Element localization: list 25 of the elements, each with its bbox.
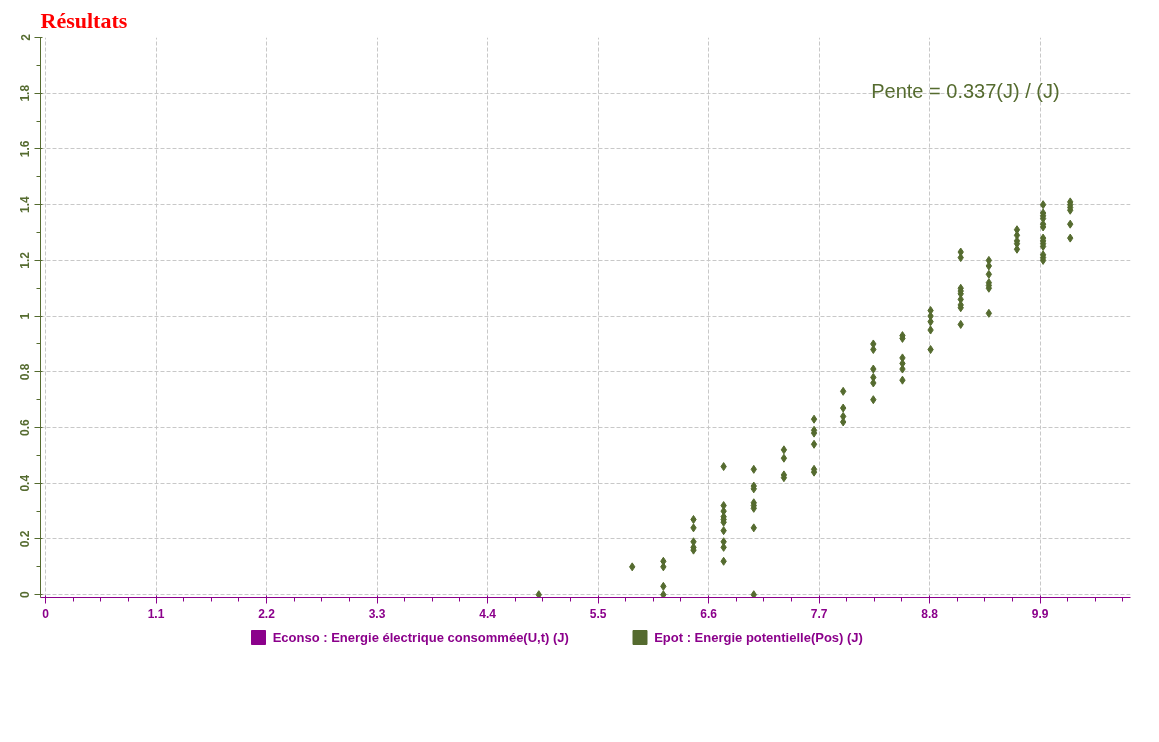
x-tick-label: 9.9 — [1031, 606, 1049, 621]
x-tick-label: 1.1 — [147, 606, 165, 621]
y-tick-label: 0.4 — [18, 474, 33, 492]
y-tick-label: 1.2 — [18, 251, 33, 269]
y-tick-label: 0.8 — [18, 363, 33, 381]
y-tick-label: 0 — [18, 591, 33, 599]
x-tick-label: 2.2 — [258, 606, 276, 621]
x-tick-label: 8.8 — [921, 606, 939, 621]
x-tick-label: 4.4 — [479, 606, 497, 621]
y-tick-label: 1.4 — [18, 196, 33, 214]
chart-title: Résultats — [40, 7, 128, 33]
y-tick-label: 1 — [18, 312, 33, 320]
x-tick-label: 7.7 — [810, 606, 828, 621]
x-tick-label: 0 — [42, 606, 50, 621]
x-tick-label: 3.3 — [368, 606, 386, 621]
y-tick-label: 0.6 — [18, 418, 33, 436]
x-tick-label: 6.6 — [700, 606, 718, 621]
y-tick-label: 2 — [18, 33, 33, 41]
legend-label: Epot : Energie potentielle(Pos) (J) — [654, 630, 863, 645]
y-tick-label: 0.2 — [18, 530, 33, 548]
y-tick-label: 1.6 — [18, 140, 33, 158]
x-tick-label: 5.5 — [589, 606, 607, 621]
annotation: Pente = 0.337(J) / (J) — [871, 79, 1060, 102]
y-tick-label: 1.8 — [18, 84, 33, 102]
legend-label: Econso : Energie électrique consommée(U,t) (J) — [272, 630, 569, 645]
